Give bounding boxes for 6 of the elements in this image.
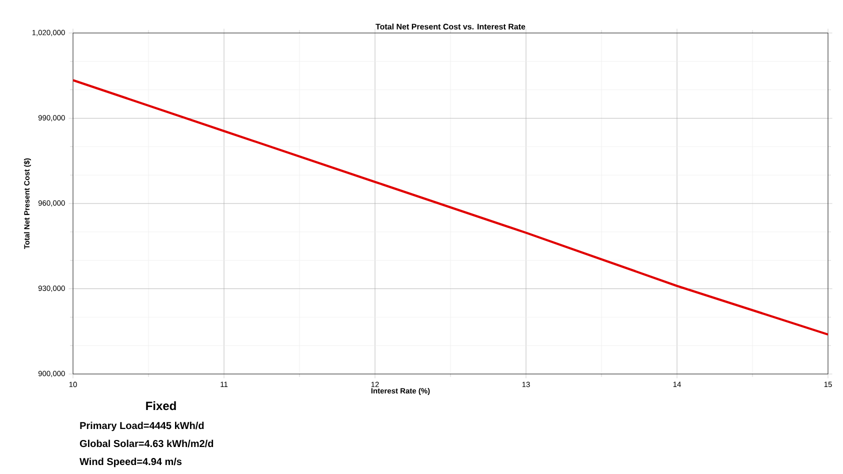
chart-title: Total Net Present Cost vs. Interest Rate	[376, 24, 526, 30]
text: Fixed	[146, 401, 176, 410]
line-series	[73, 79, 828, 336]
text: Primary Load=4445 kWh/d	[80, 422, 204, 432]
text: Wind Speed=4.94 m/s	[80, 458, 182, 468]
text: Global Solar=4.63 kWh/m2/d	[80, 440, 214, 448]
